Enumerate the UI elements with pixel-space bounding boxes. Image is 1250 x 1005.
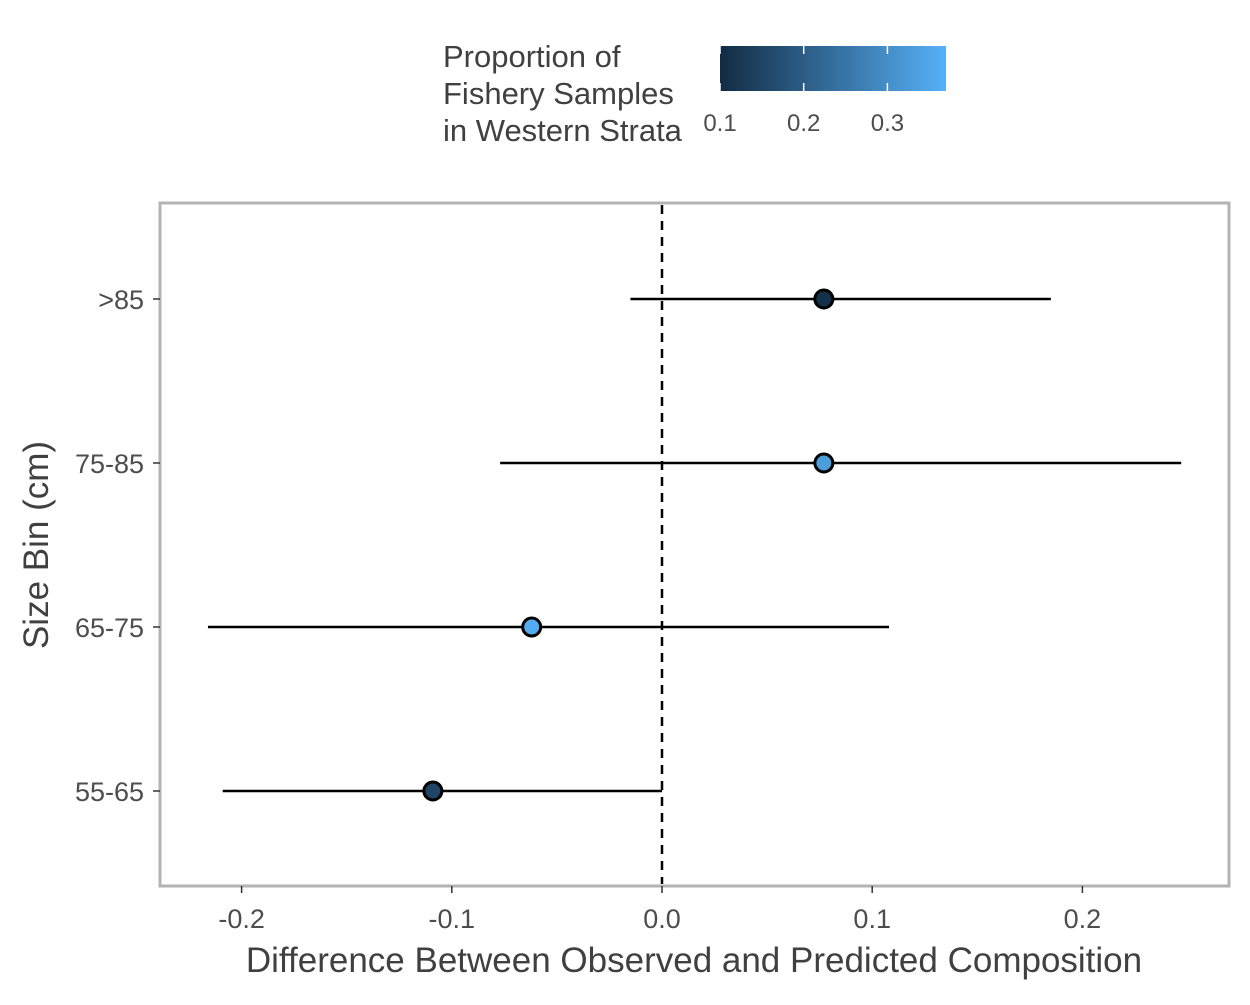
y-axis: 55-65 65-75 75-85 >85 — [75, 285, 160, 807]
x-tick-label: -0.2 — [218, 904, 265, 934]
colorbar-tick-label: 0.1 — [703, 110, 736, 137]
y-tick-label: 75-85 — [75, 449, 144, 479]
colorbar-tick-label: 0.2 — [787, 110, 820, 137]
data-point — [521, 616, 543, 638]
x-tick-label: 0.1 — [853, 904, 891, 934]
legend-title-line: Fishery Samples — [443, 76, 674, 111]
data-points — [422, 288, 835, 802]
x-axis: -0.2 -0.1 0.0 0.1 0.2 — [218, 886, 1101, 934]
data-point — [813, 452, 835, 474]
x-tick-label: 0.0 — [643, 904, 681, 934]
colorbar-tick-label: 0.3 — [871, 110, 904, 137]
legend-title-line: Proportion of — [443, 39, 621, 74]
colorbar — [720, 46, 946, 91]
color-legend: Proportion of Fishery Samples in Western… — [443, 39, 946, 148]
y-axis-title: Size Bin (cm) — [17, 441, 56, 649]
y-tick-label: 65-75 — [75, 613, 144, 643]
data-point — [813, 288, 835, 310]
legend-title-line: in Western Strata — [443, 113, 683, 148]
plot-panel-border — [158, 201, 1231, 888]
x-tick-label: -0.1 — [429, 904, 476, 934]
colorbar-ticks: 0.1 0.2 0.3 — [703, 46, 904, 137]
x-tick-label: 0.2 — [1064, 904, 1102, 934]
data-point — [422, 780, 444, 802]
x-axis-title: Difference Between Observed and Predicte… — [246, 941, 1142, 980]
error-bars — [207, 297, 1182, 793]
y-tick-label: >85 — [98, 285, 144, 315]
y-tick-label: 55-65 — [75, 777, 144, 807]
